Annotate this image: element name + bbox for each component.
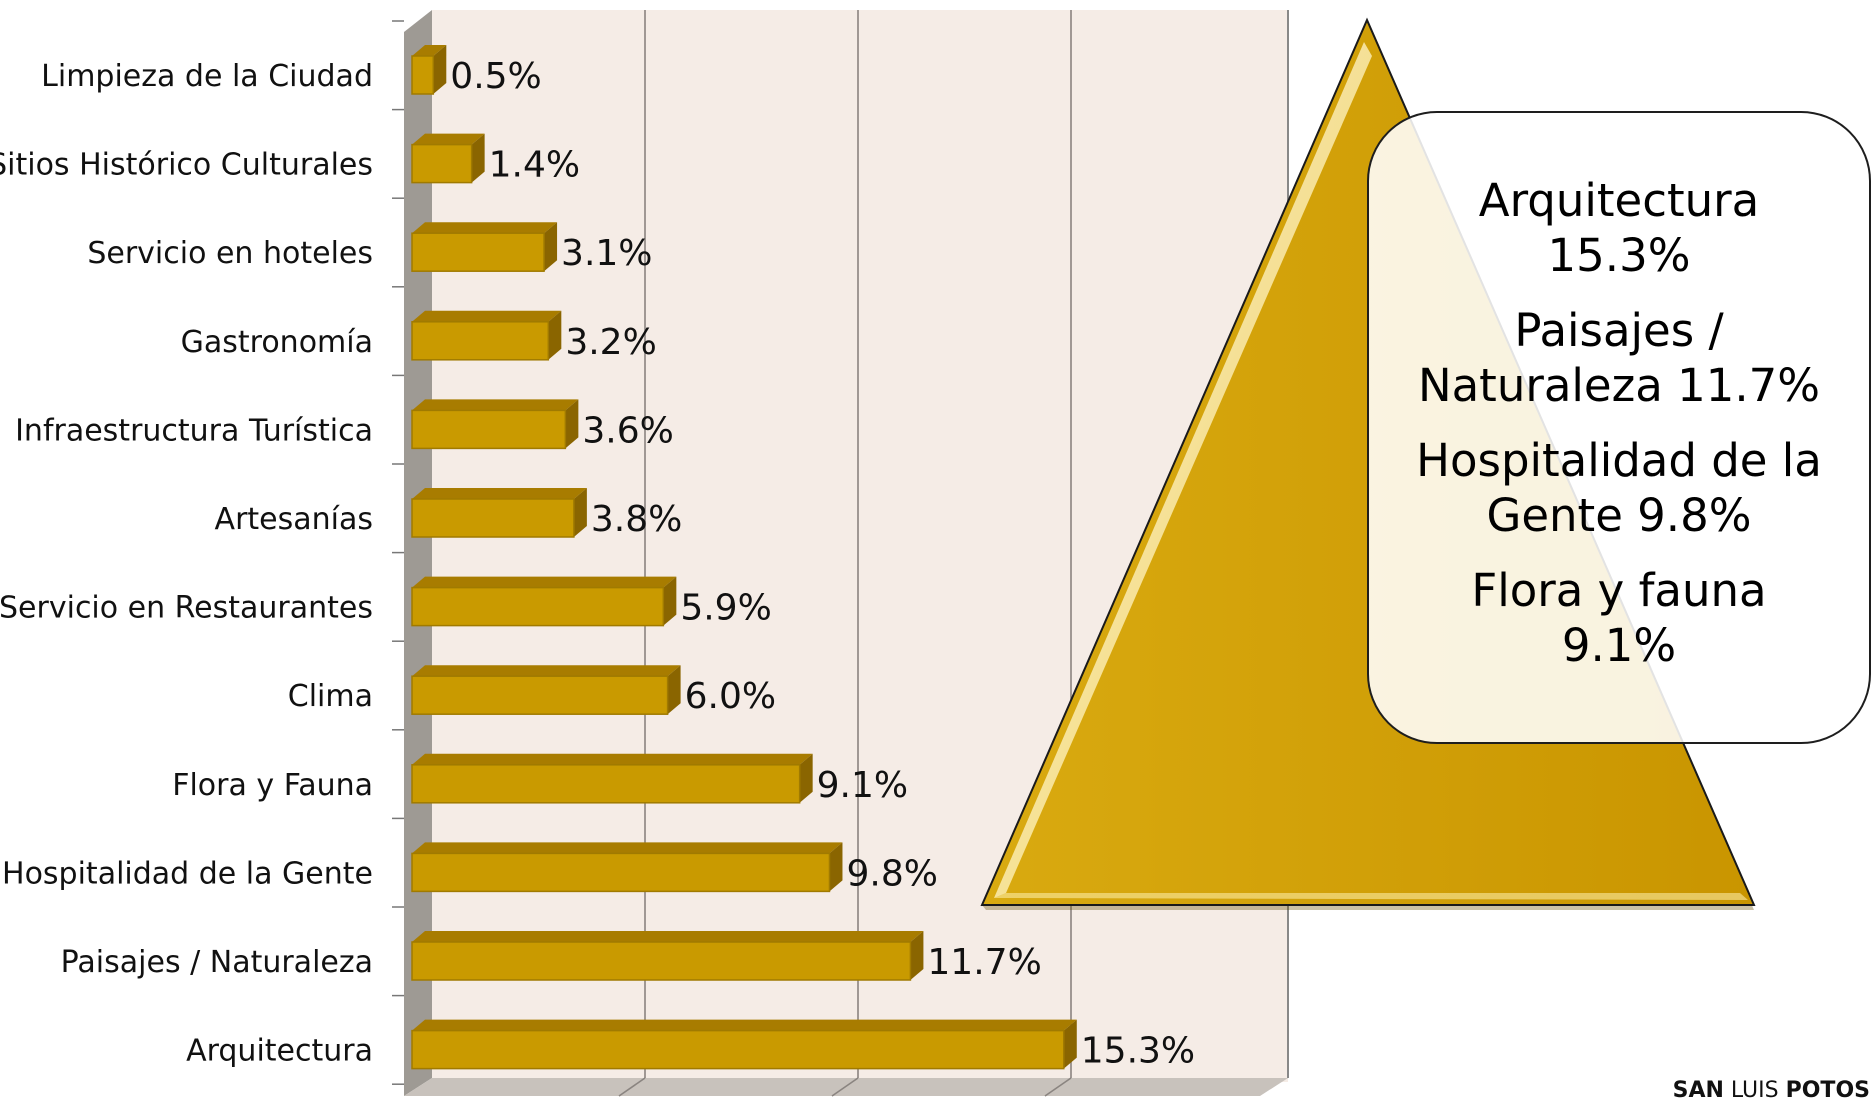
brand-part-3: POTOS [1785,1078,1870,1103]
bar-side [573,488,587,537]
data-label: 5.9% [680,588,771,629]
bar [411,321,550,361]
bar [411,232,545,272]
data-label: 6.0% [685,676,776,717]
bars [411,45,1077,1070]
category-label: Servicio en hoteles [87,236,373,271]
bar [411,55,435,95]
floor-gridline [1044,1077,1072,1097]
bar-top [412,665,681,677]
bar-top [412,931,924,942]
callout-item-2: Paisajes / Naturaleza 11.7% [1417,304,1821,412]
bar-top [412,310,562,322]
brand-part-1: SAN [1672,1078,1724,1103]
floor-gridline [831,1077,859,1097]
bar-side [1063,1019,1077,1069]
category-label: Limpieza de la Ciudad [41,59,373,94]
data-label: 3.6% [582,410,673,451]
pyramid-highlight [994,42,1372,898]
category-label: Arquitectura [186,1034,373,1069]
data-label: 9.1% [817,765,908,806]
brand-text: SAN LUIS POTOS [1673,1078,1870,1103]
bar-side [565,399,579,449]
category-label: Sitios Histórico Culturales [0,148,373,183]
bar-top [412,753,813,765]
bar [411,941,912,981]
category-label: Gastronomía [181,325,373,360]
bar [411,852,831,893]
bar-side [799,753,813,803]
bar [411,498,575,538]
data-label: 11.7% [927,942,1041,983]
bar [411,409,567,450]
bar-top [412,399,579,411]
bar-side [548,310,562,360]
category-label: Clima [288,679,373,714]
category-label: Infraestructura Turística [15,413,373,448]
top-categories-callout: Arquitectura 15.3% Paisajes / Naturaleza… [1367,111,1871,744]
data-label: 0.5% [450,56,541,97]
labels: 0.5% Limpieza de la Ciudad 1.4% Sitios Hist… [0,56,1195,1072]
left-wall [404,10,432,1096]
bar-top [412,222,558,234]
bar-side [544,222,558,272]
bar-top [412,45,447,56]
data-label: 3.8% [591,499,682,540]
bar-side [663,576,677,626]
brand-part-2: LUIS [1730,1078,1779,1103]
bar-side [433,45,447,94]
bar-side [829,842,843,892]
data-label: 3.2% [565,322,656,363]
bar-top [412,1019,1077,1031]
bar-top [412,576,677,588]
bar [411,586,665,627]
bar-top [412,133,485,145]
category-label: Servicio en Restaurantes [0,591,373,626]
category-label: Flora y Fauna [172,768,373,803]
data-label: 9.8% [846,853,937,894]
pyramid-base-highlight [994,893,1748,900]
data-label: 15.3% [1081,1031,1195,1072]
bar [411,143,473,184]
callout-item-4: Flora y fauna 9.1% [1471,564,1767,672]
data-label: 1.4% [489,145,580,186]
category-label: Hospitalidad de la Gente [2,856,373,891]
bar [411,764,801,804]
bar [411,1029,1065,1070]
category-label: Paisajes / Naturaleza [61,945,373,980]
callout-item-1: Arquitectura 15.3% [1478,174,1760,282]
callout-item-3: Hospitalidad de la Gente 9.8% [1416,434,1822,542]
data-label: 3.1% [561,233,652,274]
bar-side [471,133,485,183]
floor-gridline [618,1077,646,1097]
category-label: Artesanías [215,502,373,537]
bar-top [412,842,843,854]
bar-side [910,931,924,980]
bar [411,675,669,715]
bar-top [412,488,587,499]
bar-side [667,665,681,715]
